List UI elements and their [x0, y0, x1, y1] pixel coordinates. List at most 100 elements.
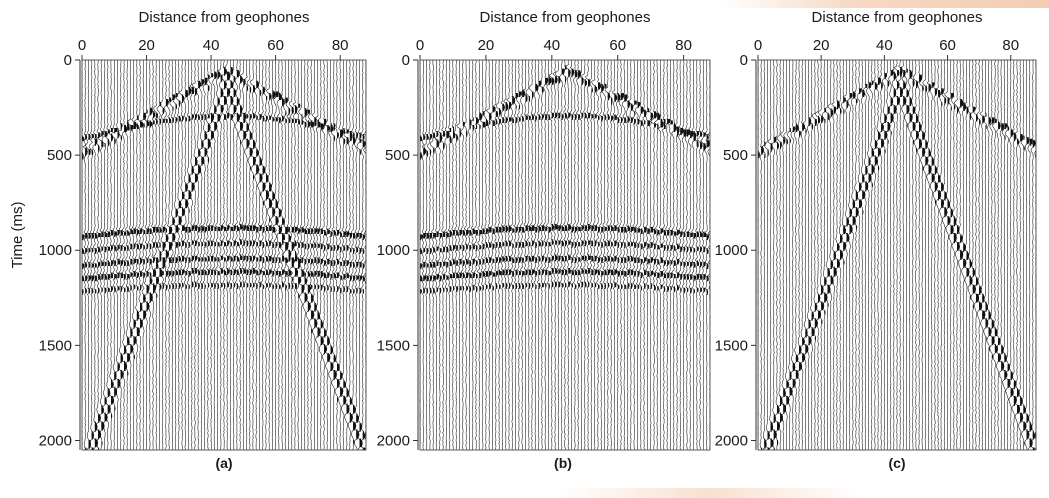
wiggle-fill — [581, 283, 583, 288]
wiggle-fill — [1023, 409, 1025, 414]
wiggle-fill — [874, 161, 877, 166]
wiggle-fill — [462, 286, 464, 291]
wiggle-fill — [362, 143, 365, 148]
wiggle-fill — [673, 128, 676, 132]
wiggle-fill — [201, 257, 204, 262]
wiggle-fill — [773, 435, 775, 440]
wiggle-fill — [637, 103, 640, 108]
wiggle-fill — [120, 126, 122, 131]
wiggle-fill — [849, 228, 853, 233]
wiggle-fill — [446, 234, 448, 239]
wiggle-fill — [320, 126, 322, 131]
wiggle-fill — [670, 246, 672, 251]
wiggle-fill — [934, 170, 936, 175]
seismic-trace — [969, 60, 976, 450]
wiggle-fill — [249, 226, 252, 231]
wiggle-fill — [525, 283, 528, 288]
wiggle-fill — [518, 228, 521, 233]
wiggle-fill — [657, 245, 660, 250]
wiggle-fill — [667, 274, 670, 279]
wiggle-fill — [211, 283, 213, 288]
wiggle-fill — [195, 257, 197, 262]
wiggle-fill — [127, 287, 129, 292]
wiggle-fill — [581, 225, 584, 230]
wiggle-fill — [253, 161, 255, 166]
wiggle-fill — [153, 258, 155, 263]
wiggle-fill — [953, 239, 956, 244]
wiggle-fill — [814, 324, 816, 329]
wiggle-fill — [301, 272, 305, 277]
wiggle-fill — [512, 228, 515, 233]
seismic-trace — [446, 60, 453, 450]
x-tick-label: 40 — [203, 37, 220, 54]
wiggle-fill — [786, 140, 788, 145]
wiggle-fill — [680, 233, 682, 237]
x-axis-label: Distance from geophones — [139, 9, 310, 26]
seismic-trace — [159, 60, 166, 450]
wiggle-fill — [472, 126, 474, 131]
wiggle-fill — [878, 166, 879, 171]
wiggle-fill — [489, 258, 491, 263]
wiggle-fill — [627, 271, 630, 276]
wiggle-fill — [91, 150, 94, 155]
wiggle-fill — [314, 272, 316, 277]
wiggle-fill — [253, 257, 254, 262]
wiggle-fill — [611, 100, 613, 105]
wiggle-fill — [1026, 140, 1029, 145]
wiggle-fill — [893, 74, 896, 79]
wiggle-fill — [509, 105, 511, 110]
wiggle-fill — [88, 277, 90, 282]
wiggle-fill — [953, 105, 956, 110]
wiggle-fill — [88, 234, 91, 239]
wiggle-fill — [1013, 137, 1016, 142]
wiggle-fill — [985, 307, 987, 312]
wiggle-fill — [343, 261, 345, 266]
wiggle-fill — [436, 275, 439, 280]
wiggle-fill — [149, 111, 152, 116]
wiggle-fill — [153, 289, 155, 294]
seismic-trace — [704, 60, 710, 450]
wiggle-fill — [830, 112, 832, 117]
wiggle-fill — [459, 274, 462, 279]
seismic-trace — [543, 60, 549, 450]
wiggle-fill — [909, 102, 911, 107]
wiggle-fill — [233, 93, 236, 97]
wiggle-fill — [101, 287, 103, 292]
x-tick-label: 20 — [138, 37, 155, 54]
wiggle-fill — [963, 263, 966, 268]
wiggle-fill — [188, 258, 190, 263]
wiggle-fill — [320, 274, 322, 279]
wiggle-fill — [703, 275, 706, 280]
wiggle-fill — [561, 242, 564, 247]
wiggle-fill — [767, 435, 769, 440]
wiggle-fill — [333, 126, 335, 131]
wiggle-fill — [700, 132, 703, 137]
wiggle-fill — [311, 298, 313, 303]
wiggle-fill — [301, 258, 303, 263]
wiggle-fill — [624, 228, 627, 233]
seismic-trace — [466, 60, 473, 450]
wiggle-fill — [780, 402, 781, 406]
wiggle-fill — [686, 261, 689, 266]
wiggle-fill — [449, 128, 452, 132]
wiggle-fill — [767, 447, 770, 450]
wiggle-fill — [343, 287, 345, 292]
wiggle-fill — [555, 257, 557, 262]
seismic-trace — [859, 60, 866, 450]
wiggle-fill — [114, 246, 117, 251]
wiggle-fill — [82, 137, 85, 142]
wiggle-fill — [104, 261, 107, 266]
wiggle-fill — [201, 284, 203, 289]
wiggle-fill — [165, 237, 168, 242]
seismic-trace — [246, 60, 253, 450]
wiggle-fill — [814, 336, 816, 341]
wiggle-fill — [598, 284, 600, 289]
wiggle-fill — [266, 283, 268, 288]
wiggle-fill — [604, 284, 606, 289]
wiggle-fill — [941, 187, 943, 192]
wiggle-fill — [101, 143, 104, 148]
wiggle-fill — [703, 132, 706, 137]
wiggle-fill — [578, 226, 581, 231]
seismic-trace — [552, 60, 559, 450]
wiggle-fill — [1029, 443, 1032, 448]
